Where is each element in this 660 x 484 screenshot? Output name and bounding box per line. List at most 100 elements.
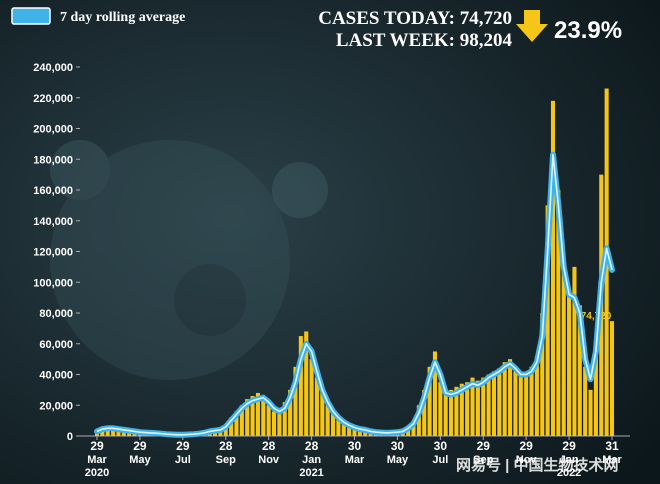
bar (567, 289, 572, 436)
y-tick-label: 220,000 (33, 93, 73, 105)
x-tick-label: 31 Mar (602, 439, 622, 466)
bar (111, 428, 116, 436)
y-tick-label: 200,000 (33, 124, 73, 136)
bar (529, 366, 534, 436)
bar (250, 396, 255, 436)
x-tick-label-line: 2021 (299, 467, 323, 479)
bar (357, 429, 362, 436)
bar (534, 356, 539, 436)
bar (508, 359, 513, 436)
x-tick-label: 30 Jul (432, 439, 448, 466)
x-tick-label-line: 28 (305, 439, 319, 453)
bar (561, 259, 566, 436)
bar (363, 431, 368, 436)
x-tick-label: 28 Nov (258, 439, 280, 466)
y-tick-label: 120,000 (33, 247, 73, 259)
last-week: LAST WEEK: 98,204 (336, 30, 513, 51)
bar (545, 205, 550, 436)
x-tick-label-line: Jul (175, 454, 191, 466)
bar (255, 392, 260, 436)
bar (513, 371, 518, 436)
x-tick-label: 29 May (129, 439, 151, 466)
bar (454, 386, 459, 436)
cases-today: CASES TODAY: 74,720 (318, 8, 512, 29)
x-tick-label-line: 30 (348, 439, 362, 453)
bar (465, 382, 470, 436)
bar (234, 411, 239, 436)
bar (282, 402, 287, 436)
y-tick-label: 180,000 (33, 154, 73, 166)
bar (116, 428, 121, 436)
bar (245, 399, 250, 436)
bar (524, 371, 529, 436)
x-tick-label-line: May (387, 454, 409, 466)
bar (422, 389, 427, 436)
y-tick-label: 20,000 (39, 400, 73, 412)
x-tick-label: 29 Nov (516, 439, 538, 466)
y-tick-label: 0 (67, 431, 73, 443)
x-tick-label: 30 Mar (345, 439, 365, 466)
x-tick-label-line: 28 (219, 439, 233, 453)
x-tick-label-line: Sep (473, 454, 493, 466)
bar (593, 343, 598, 436)
x-tick-label-line: Nov (258, 454, 280, 466)
bar (309, 359, 314, 436)
bar (416, 405, 421, 436)
bar (298, 336, 303, 436)
bar (518, 374, 523, 436)
bar (438, 382, 443, 436)
bar (443, 392, 448, 436)
bar (271, 411, 277, 436)
x-tick-label-line: 30 (391, 439, 405, 453)
bar (341, 423, 346, 436)
bar (266, 405, 271, 436)
bar (486, 374, 491, 436)
legend-swatch (11, 7, 51, 25)
x-tick-label-line: 31 (605, 439, 619, 453)
bar (229, 417, 234, 436)
x-tick-label: 28 Sep (216, 439, 236, 466)
bar (432, 351, 438, 436)
y-tick-label: 40,000 (39, 370, 73, 382)
x-tick-label: 29 Jan 2022 (557, 439, 581, 479)
change-percent: 23.9% (554, 17, 622, 44)
y-tick-label: 160,000 (33, 185, 73, 197)
bar (481, 377, 486, 436)
x-tick-label-line: Mar (345, 454, 365, 466)
x-tick-label-line: Nov (516, 454, 538, 466)
bar (491, 371, 497, 436)
watermark: 网易号 | 中国生物技术网 (456, 456, 619, 474)
bar (583, 366, 588, 436)
x-tick-label-line: Jul (432, 454, 448, 466)
x-tick-label-line: 29 (477, 439, 491, 453)
bar (325, 405, 330, 436)
bar (588, 389, 593, 436)
bar (470, 377, 475, 436)
virus-decoration (50, 140, 328, 380)
x-tick-label-line: Mar (602, 454, 622, 466)
x-tick-label: 29 Mar 2020 (85, 439, 109, 479)
bar (609, 321, 615, 436)
x-tick-label: 30 May (387, 439, 409, 466)
bar (556, 190, 561, 436)
line (96, 153, 613, 436)
bar (459, 383, 464, 436)
y-tick-label: 240,000 (33, 62, 73, 74)
x-tick-label-line: Sep (216, 454, 236, 466)
bar (347, 426, 352, 436)
bar (320, 392, 325, 436)
bar (475, 380, 480, 436)
bar (550, 100, 556, 436)
x-tick-label-line: 28 (262, 439, 276, 453)
bar (293, 366, 298, 436)
x-tick-label-line: 29 (562, 439, 576, 453)
bar (352, 428, 357, 436)
bar (277, 408, 282, 436)
x-tick-label-line: 29 (90, 439, 104, 453)
x-tick-label-line: May (129, 454, 151, 466)
bar (577, 305, 582, 436)
y-tick-label: 140,000 (33, 216, 73, 228)
bar (502, 362, 507, 436)
bar (331, 412, 336, 436)
